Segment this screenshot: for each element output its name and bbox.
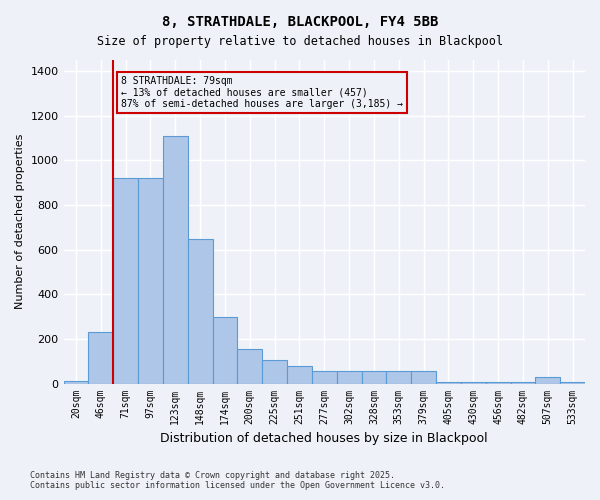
Bar bbox=[560, 382, 585, 384]
Bar bbox=[411, 372, 436, 384]
Bar bbox=[287, 366, 312, 384]
Bar bbox=[511, 382, 535, 384]
Bar bbox=[212, 316, 238, 384]
Bar bbox=[436, 382, 461, 384]
Y-axis label: Number of detached properties: Number of detached properties bbox=[15, 134, 25, 310]
Bar bbox=[163, 136, 188, 384]
X-axis label: Distribution of detached houses by size in Blackpool: Distribution of detached houses by size … bbox=[160, 432, 488, 445]
Bar bbox=[312, 372, 337, 384]
Bar bbox=[386, 372, 411, 384]
Text: Size of property relative to detached houses in Blackpool: Size of property relative to detached ho… bbox=[97, 35, 503, 48]
Bar bbox=[113, 178, 138, 384]
Text: 8, STRATHDALE, BLACKPOOL, FY4 5BB: 8, STRATHDALE, BLACKPOOL, FY4 5BB bbox=[162, 15, 438, 29]
Bar bbox=[188, 238, 212, 384]
Text: 8 STRATHDALE: 79sqm
← 13% of detached houses are smaller (457)
87% of semi-detac: 8 STRATHDALE: 79sqm ← 13% of detached ho… bbox=[121, 76, 403, 109]
Bar bbox=[88, 332, 113, 384]
Bar bbox=[362, 372, 386, 384]
Text: Contains HM Land Registry data © Crown copyright and database right 2025.
Contai: Contains HM Land Registry data © Crown c… bbox=[30, 470, 445, 490]
Bar bbox=[337, 372, 362, 384]
Bar bbox=[535, 377, 560, 384]
Bar bbox=[64, 382, 88, 384]
Bar bbox=[485, 382, 511, 384]
Bar bbox=[138, 178, 163, 384]
Bar bbox=[238, 349, 262, 384]
Bar bbox=[262, 360, 287, 384]
Bar bbox=[461, 382, 485, 384]
